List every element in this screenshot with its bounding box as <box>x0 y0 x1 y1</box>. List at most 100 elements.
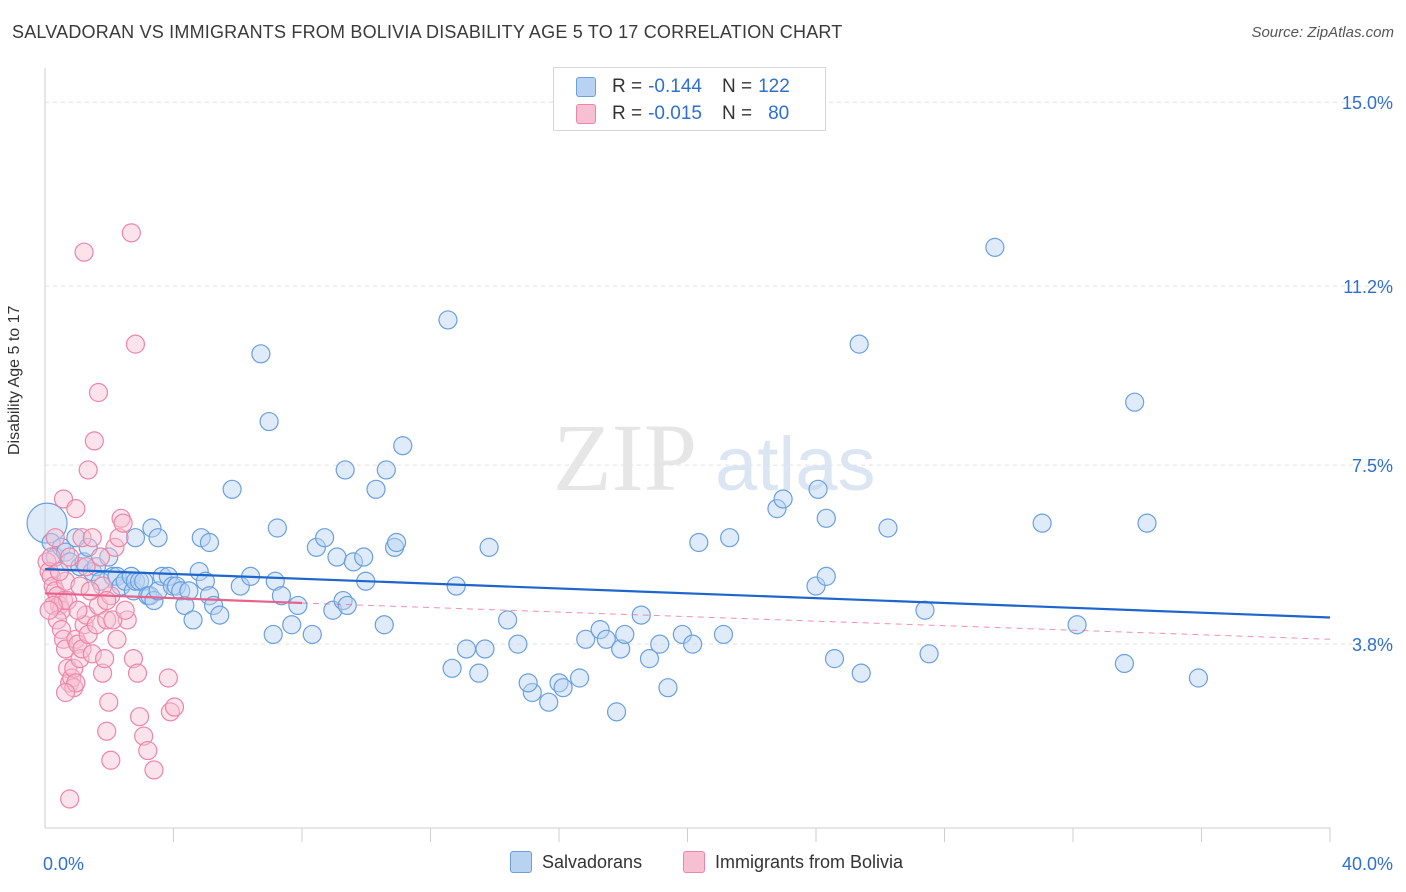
axes <box>44 68 1331 842</box>
data-point <box>127 663 148 683</box>
stats-legend: R = -0.144 N = 122 R = -0.015 N = 80 <box>553 67 826 131</box>
data-point <box>808 479 828 499</box>
data-point <box>271 586 292 606</box>
data-point <box>55 571 76 591</box>
data-point <box>70 649 90 669</box>
trend-lines <box>44 568 1331 640</box>
data-point <box>851 663 871 683</box>
data-point <box>88 382 109 403</box>
y-tick-label: 11.2% <box>1343 277 1393 297</box>
data-point <box>393 436 413 456</box>
data-point <box>878 518 898 538</box>
data-point <box>713 624 734 645</box>
legend-salvadorans[interactable]: Salvadorans <box>510 851 642 873</box>
data-point <box>152 566 172 586</box>
data-point <box>576 629 596 649</box>
data-point <box>101 750 121 770</box>
data-point <box>376 460 396 480</box>
data-point <box>985 237 1005 257</box>
data-point <box>773 489 793 509</box>
salvadorans-points <box>26 237 1209 722</box>
watermark-atlas: atlas <box>715 422 876 507</box>
data-point <box>1188 668 1209 688</box>
data-point <box>456 639 477 659</box>
data-point <box>95 649 115 669</box>
data-point <box>49 561 69 582</box>
pink-swatch <box>683 851 705 873</box>
data-point <box>323 600 343 620</box>
data-point <box>97 610 117 630</box>
data-point <box>327 547 347 567</box>
r-label: R = <box>612 76 643 97</box>
data-point <box>144 760 164 780</box>
data-point <box>849 334 869 354</box>
data-point <box>66 673 86 693</box>
x-tick-label: 0.0% <box>43 854 84 874</box>
data-point <box>816 566 836 586</box>
data-point <box>806 576 826 596</box>
blue-swatch <box>510 851 532 873</box>
y-tick-label: 15.0% <box>1342 93 1393 113</box>
data-point <box>144 590 164 611</box>
grid-lines <box>45 101 1392 645</box>
data-point <box>767 499 787 519</box>
data-point <box>99 547 119 567</box>
data-point <box>315 528 335 548</box>
r-value: -0.144 <box>648 76 702 97</box>
data-point <box>210 605 230 625</box>
data-point <box>158 566 178 586</box>
data-point <box>97 590 117 611</box>
data-point <box>267 518 287 538</box>
data-point <box>99 692 119 712</box>
tick-labels: 3.8% 7.5% 11.2% 15.0% 0.0% 40.0% <box>43 93 1393 874</box>
data-point <box>386 532 407 553</box>
data-point <box>92 663 113 683</box>
data-point <box>175 595 195 616</box>
data-point <box>222 479 242 499</box>
legend-salvadorans-label: Salvadorans <box>542 851 643 872</box>
data-point <box>672 624 692 645</box>
data-point <box>60 789 80 809</box>
data-point <box>179 581 199 601</box>
data-point <box>263 624 283 645</box>
y-tick-label: 3.8% <box>1352 635 1393 655</box>
data-point <box>639 649 660 669</box>
data-point <box>302 624 322 645</box>
data-point <box>195 571 215 591</box>
data-point <box>615 624 635 645</box>
data-point <box>47 610 67 630</box>
data-point <box>658 678 678 698</box>
y-tick-label: 7.5% <box>1352 456 1393 476</box>
data-point <box>74 242 94 262</box>
data-point <box>66 499 86 519</box>
data-point <box>522 682 542 703</box>
data-point <box>1114 653 1135 674</box>
data-point <box>596 629 616 649</box>
watermark: ZIP atlas <box>553 404 876 511</box>
n-value: 80 <box>768 103 790 124</box>
data-point <box>80 581 100 601</box>
legend-bolivia[interactable]: Immigrants from Bolivia <box>683 851 903 873</box>
data-point <box>109 528 129 548</box>
source-label: Source: ZipAtlas.com <box>1251 24 1394 41</box>
data-point <box>164 697 185 717</box>
data-point <box>508 634 528 654</box>
data-point <box>55 639 76 659</box>
n-label: N = <box>721 103 753 124</box>
data-point <box>121 223 141 243</box>
data-point <box>51 620 72 640</box>
data-point <box>479 537 499 557</box>
data-point <box>72 639 92 659</box>
data-point <box>282 615 302 635</box>
data-point <box>335 460 355 480</box>
data-point <box>45 528 65 548</box>
pink-swatch <box>576 104 596 124</box>
data-point <box>446 576 466 596</box>
data-point <box>611 639 631 659</box>
data-point <box>251 344 271 364</box>
data-point <box>374 615 394 635</box>
data-point <box>129 707 150 727</box>
data-point <box>259 411 279 432</box>
legend-row-bolivia: R = -0.015 N = 80 <box>576 101 789 127</box>
data-point <box>58 590 78 611</box>
